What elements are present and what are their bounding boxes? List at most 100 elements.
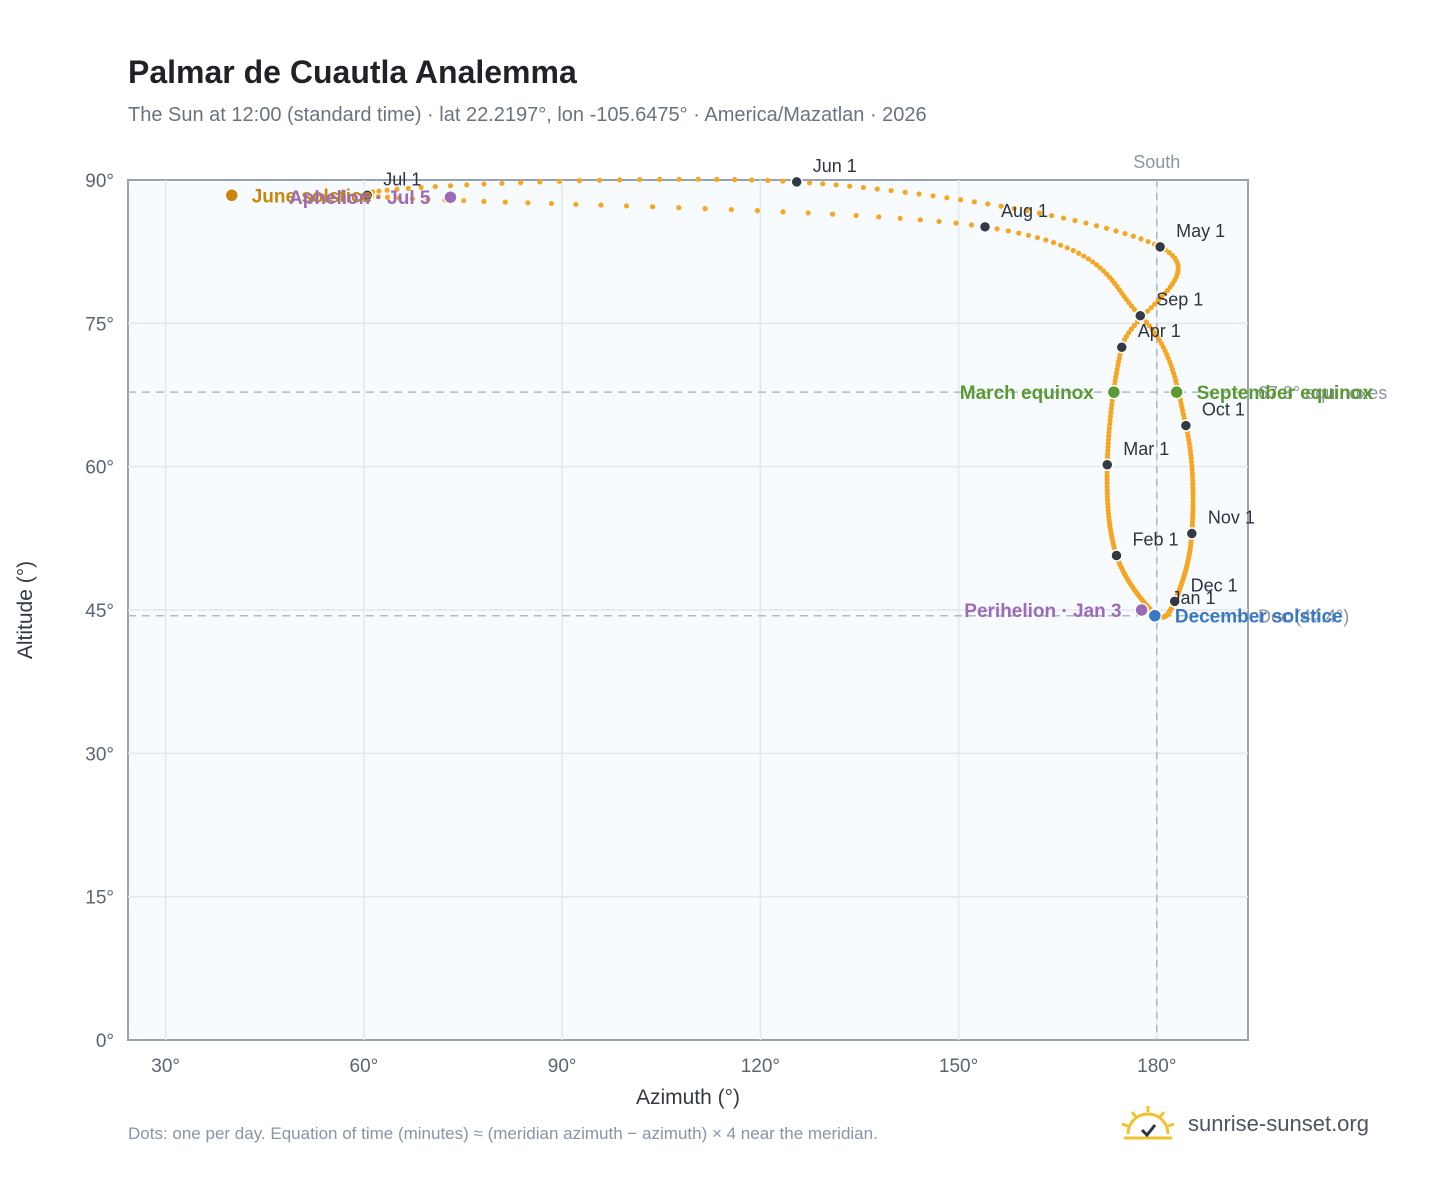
x-axis-label: Azimuth (°): [636, 1086, 740, 1109]
day-dot: [1113, 228, 1119, 234]
footnote: Dots: one per day. Equation of time (min…: [128, 1124, 878, 1143]
day-dot: [396, 195, 402, 201]
month-marker: [1115, 340, 1129, 354]
day-dot: [1058, 242, 1064, 248]
day-dot: [481, 198, 487, 205]
day-dot: [749, 177, 755, 183]
day-dot: [1166, 249, 1172, 256]
day-dot: [576, 178, 582, 184]
day-dot: [930, 193, 936, 199]
x-tick-label: 30°: [151, 1056, 180, 1077]
day-dot: [1043, 237, 1049, 243]
day-dot: [598, 202, 604, 208]
day-dot: [556, 178, 563, 184]
month-label: Jun 1: [813, 156, 857, 176]
day-dot: [623, 203, 630, 209]
day-dot: [807, 180, 813, 186]
day-dot: [998, 203, 1004, 209]
day-dot: [732, 177, 738, 183]
x-tick-label: 90°: [548, 1056, 577, 1077]
day-dot: [1189, 463, 1195, 469]
day-dot: [375, 194, 381, 200]
day-dot: [1131, 322, 1137, 329]
month-marker: [978, 220, 992, 234]
day-dot: [1104, 476, 1110, 483]
day-dot: [860, 184, 867, 191]
day-dot: [897, 215, 903, 221]
day-dot: [944, 195, 950, 201]
day-dot: [1128, 326, 1135, 332]
day-dot: [518, 179, 524, 186]
day-dot: [1158, 294, 1165, 300]
day-dot: [637, 176, 643, 183]
day-dot: [1050, 239, 1057, 246]
y-tick-label: 30°: [85, 744, 114, 765]
marker-layer: [224, 175, 1199, 623]
day-dot: [1104, 473, 1110, 479]
day-dot: [617, 177, 623, 183]
y-tick-label: 60°: [85, 458, 114, 479]
day-dot: [1107, 417, 1113, 424]
grid-lines: [128, 180, 1248, 1040]
day-dot: [971, 199, 977, 205]
month-label: Nov 1: [1208, 508, 1255, 528]
day-dot: [1122, 230, 1128, 237]
chart-subtitle: The Sun at 12:00 (standard time) · lat 2…: [128, 104, 927, 126]
x-tick-label: 60°: [350, 1056, 379, 1077]
day-dot: [1036, 210, 1043, 216]
month-label: Aug 1: [1001, 201, 1048, 221]
day-dot: [754, 208, 761, 214]
brand-logo[interactable]: sunrise-sunset.org: [1120, 1104, 1369, 1144]
day-dot: [481, 181, 487, 187]
day-dot: [874, 186, 880, 192]
month-label: Jan 1: [1171, 588, 1215, 608]
month-label: May 1: [1176, 221, 1225, 241]
day-dot: [1126, 330, 1132, 336]
day-dot: [1025, 232, 1032, 238]
event-label: December solstice: [1175, 607, 1343, 628]
event-label: Perihelion · Jan 3: [964, 601, 1121, 622]
day-dot: [656, 176, 663, 182]
day-dot: [1145, 238, 1151, 245]
day-dot: [1113, 374, 1119, 380]
day-dot: [1109, 402, 1115, 408]
event-label: Aphelion · Jul 5: [289, 188, 431, 209]
month-marker: [1101, 458, 1114, 472]
day-dot: [1105, 444, 1111, 450]
month-marker: [1110, 549, 1123, 562]
day-dot: [780, 178, 786, 184]
month-marker: [360, 189, 374, 202]
day-dot: [953, 220, 959, 226]
day-dot: [968, 222, 975, 228]
day-dot: [985, 201, 991, 207]
month-label: Sep 1: [1156, 290, 1203, 310]
day-dot: [1107, 413, 1114, 420]
day-dot: [1072, 217, 1078, 224]
x-tick-label: 120°: [741, 1056, 780, 1077]
day-dot: [847, 183, 853, 189]
month-label: Feb 1: [1133, 530, 1179, 550]
x-tick-label: 180°: [1137, 1056, 1176, 1077]
day-dot: [1112, 378, 1118, 384]
day-dot: [958, 197, 964, 203]
day-dot: [650, 204, 656, 210]
month-label: Oct 1: [1202, 400, 1245, 420]
day-dot: [820, 181, 826, 187]
day-dot: [1106, 425, 1112, 431]
brand-name: sunrise-sunset.org: [1188, 1111, 1369, 1136]
sun-check-icon: [1121, 1106, 1175, 1140]
event-marker: [443, 189, 458, 205]
day-dot: [1107, 421, 1113, 427]
day-dot: [405, 185, 411, 191]
day-dot: [1104, 480, 1110, 486]
event-label: March equinox: [960, 383, 1095, 404]
day-dot: [1148, 305, 1154, 311]
day-dot: [833, 182, 839, 188]
day-dot: [1060, 215, 1067, 221]
day-dot: [805, 210, 811, 216]
day-dot: [994, 226, 1000, 232]
month-label: Mar 1: [1123, 439, 1169, 459]
day-dot: [1189, 470, 1195, 476]
y-tick-label: 15°: [85, 888, 114, 909]
label-layer: Jan 1 Feb 1 Mar 1 Apr 1 May 1 Jun 1 Jul 1 Aug 1…: [252, 156, 1374, 628]
